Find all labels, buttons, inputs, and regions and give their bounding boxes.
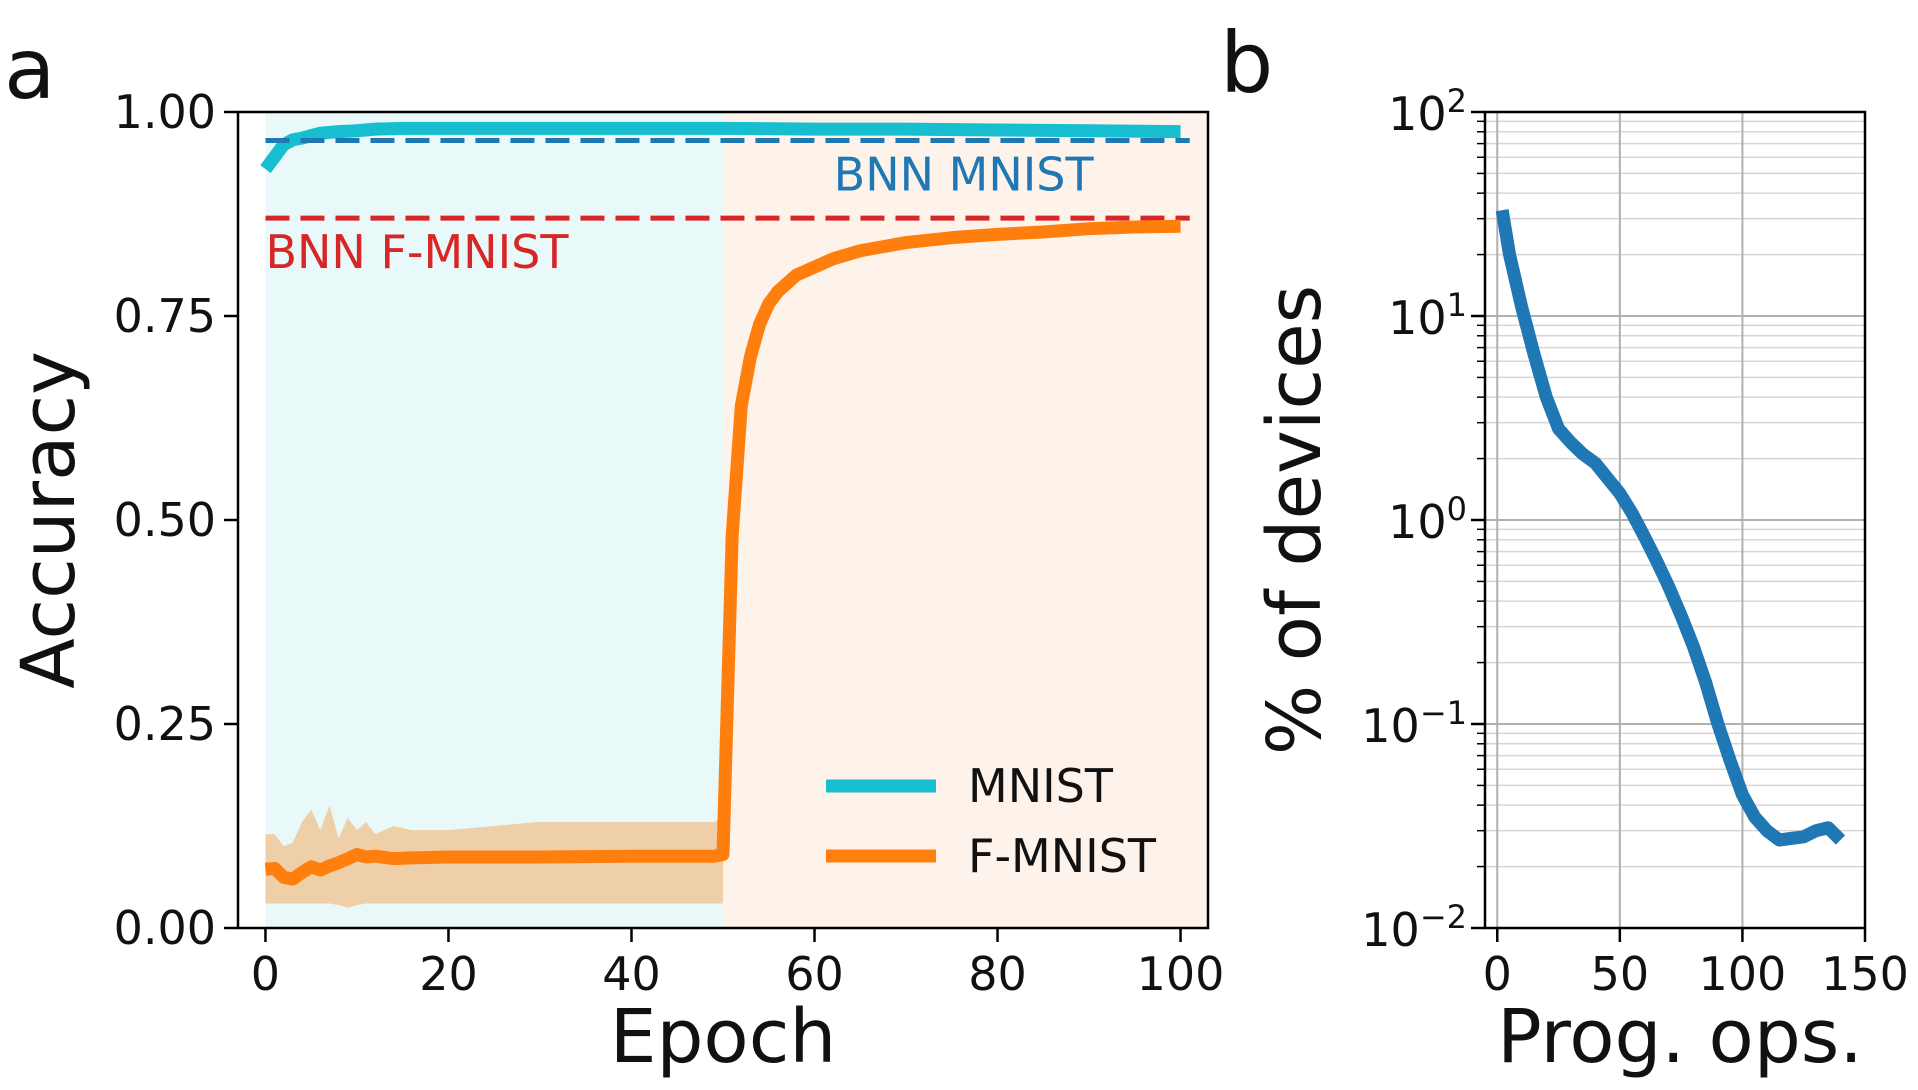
x-tick-label: 100: [1699, 947, 1787, 1001]
y-tick-label: 0.25: [114, 697, 216, 751]
legend-label-fmnist: F-MNIST: [968, 829, 1157, 883]
x-tick-label: 0: [251, 947, 280, 1001]
panel-b: b 0 50 100 150 102 101 100 10−1: [1220, 14, 1909, 1080]
y-tick-label: 1.00: [114, 85, 216, 139]
x-tick-label: 0: [1483, 947, 1512, 1001]
panel-a-label: a: [4, 20, 55, 118]
y-tick-label: 10−1: [1361, 694, 1467, 753]
x-tick-label: 150: [1821, 947, 1909, 1001]
y-tick-label: 10−2: [1361, 898, 1467, 957]
devices-percentage-line: [1495, 209, 1846, 847]
panel-a-plot-area: [260, 112, 1208, 928]
panel-b-x-axis-title: Prog. ops.: [1497, 994, 1863, 1080]
y-tick-label: 102: [1388, 82, 1467, 141]
panel-a-y-axis: 0.00 0.25 0.50 0.75 1.00: [114, 85, 238, 955]
legend: MNIST F-MNIST: [826, 759, 1157, 883]
y-tick-label: 100: [1388, 490, 1467, 549]
x-tick-label: 80: [968, 947, 1027, 1001]
x-tick-label: 100: [1137, 947, 1225, 1001]
y-tick-label: 0.50: [114, 493, 216, 547]
x-tick-label: 60: [785, 947, 844, 1001]
panel-b-y-axis-title: % of devices: [1252, 285, 1338, 755]
bnn-mnist-annotation: BNN MNIST: [834, 148, 1095, 202]
panel-a-y-axis-title: Accuracy: [6, 351, 92, 689]
phase2-background: [723, 112, 1208, 928]
panel-a: a BNN MNIST BNN F-MNIST 0 20 40 60 8: [4, 20, 1224, 1080]
y-tick-label: 0.75: [114, 289, 216, 343]
legend-label-mnist: MNIST: [968, 759, 1114, 813]
mnist-accuracy-line: [260, 121, 1181, 174]
x-tick-label: 40: [602, 947, 661, 1001]
phase1-background: [265, 112, 723, 928]
panel-a-x-axis: 0 20 40 60 80 100: [251, 928, 1225, 1001]
bnn-fmnist-annotation: BNN F-MNIST: [265, 225, 569, 279]
x-tick-label: 20: [419, 947, 478, 1001]
panel-b-y-axis: 102 101 100 10−1 10−2: [1361, 82, 1485, 957]
y-tick-label: 0.00: [114, 901, 216, 955]
fmnist-accuracy-line: [264, 219, 1181, 886]
panel-b-x-axis: 0 50 100 150: [1483, 928, 1909, 1001]
panel-b-grid: [1477, 112, 1866, 929]
x-tick-label: 50: [1591, 947, 1650, 1001]
y-tick-label: 101: [1388, 286, 1467, 345]
panel-b-label: b: [1220, 14, 1273, 112]
panel-a-x-axis-title: Epoch: [610, 994, 837, 1080]
